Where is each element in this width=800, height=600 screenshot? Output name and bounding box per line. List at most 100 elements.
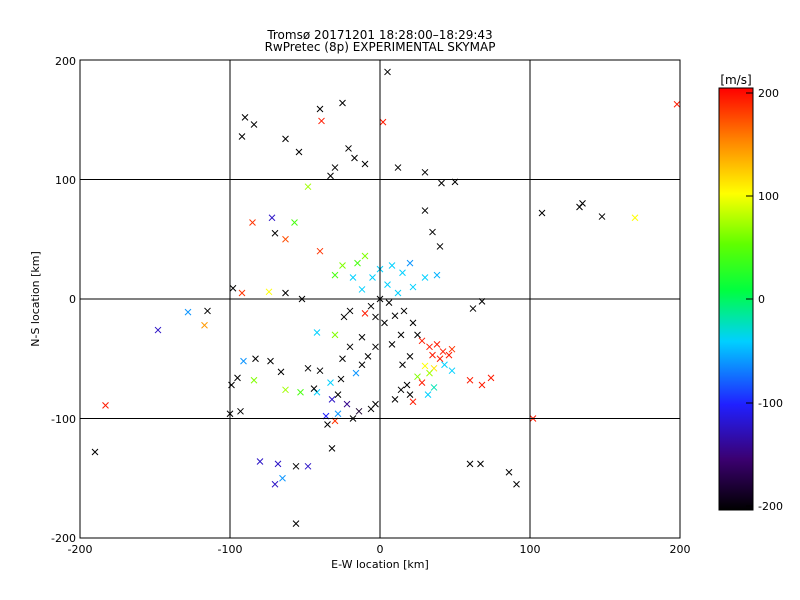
data-point [429, 351, 436, 359]
data-point [391, 396, 399, 403]
data-point [406, 259, 414, 267]
data-point [334, 410, 342, 418]
data-point [385, 299, 393, 306]
data-point [400, 307, 408, 315]
data-point [268, 214, 276, 222]
data-point [316, 367, 324, 375]
data-point [304, 462, 312, 470]
data-point [331, 331, 339, 339]
data-point [250, 376, 258, 384]
data-point [579, 200, 586, 207]
data-point [409, 319, 417, 327]
data-point [418, 337, 426, 345]
data-point [339, 262, 346, 269]
data-point [466, 376, 474, 384]
data-point [394, 164, 402, 171]
data-point [282, 135, 289, 143]
colorbar-tick-label: 100 [758, 190, 779, 203]
data-point [339, 355, 346, 363]
data-point [397, 331, 405, 339]
data-markers [91, 68, 681, 528]
data-point [388, 341, 396, 348]
data-point [282, 289, 289, 297]
data-point [184, 308, 192, 316]
data-point [421, 274, 429, 281]
data-point [426, 369, 433, 377]
data-point [513, 480, 520, 488]
data-point [327, 379, 334, 387]
data-point [369, 274, 376, 281]
data-point [340, 313, 348, 321]
y-tick-label: 0 [69, 293, 76, 306]
chart-title: Tromsø 20171201 18:28:00–18:29:43 [266, 28, 492, 42]
data-point [598, 213, 606, 220]
data-point [372, 313, 379, 321]
colorbar-tick-label: 0 [758, 293, 765, 306]
data-point [204, 307, 211, 315]
y-tick-label: 200 [55, 55, 76, 68]
data-point [469, 305, 477, 312]
data-point [361, 252, 369, 260]
data-point [372, 400, 379, 408]
data-point [234, 374, 241, 382]
y-tick-labels: -200 -100 0 100 200 [51, 55, 76, 545]
data-point [361, 160, 369, 168]
data-point [448, 345, 456, 353]
data-point [631, 214, 639, 222]
data-point [538, 209, 546, 217]
data-point [394, 289, 402, 297]
x-tick-label: 200 [670, 543, 691, 556]
data-point [324, 421, 331, 428]
x-tick-label: -100 [218, 543, 243, 556]
colorbar-label: [m/s] [720, 73, 751, 87]
data-point [445, 351, 453, 359]
data-point [358, 361, 366, 369]
data-point [673, 100, 681, 108]
data-point [433, 341, 441, 348]
data-point [466, 460, 474, 468]
y-tick-label: -200 [51, 532, 76, 545]
data-point [252, 355, 259, 363]
data-point [201, 321, 208, 329]
data-point [313, 329, 321, 336]
data-point [421, 362, 429, 370]
data-point [238, 133, 246, 140]
colorbar: [m/s] 200 100 0 -100 -200 [718, 73, 783, 513]
data-point [414, 331, 421, 339]
data-point [391, 312, 399, 320]
x-axis-label: E-W location [km] [331, 558, 429, 571]
data-point [337, 375, 345, 383]
data-point [414, 373, 421, 381]
data-point [154, 326, 162, 334]
colorbar-tick-label: -200 [758, 500, 783, 513]
data-point [477, 460, 484, 468]
data-point [438, 179, 445, 187]
data-point [448, 367, 456, 375]
data-point [433, 271, 441, 279]
x-tick-label: 100 [520, 543, 541, 556]
data-point [436, 355, 444, 363]
data-point [421, 207, 429, 214]
data-point [426, 343, 433, 351]
data-point [355, 407, 363, 415]
data-point [328, 396, 336, 403]
plot-frame [79, 59, 681, 539]
data-point [345, 145, 352, 152]
data-point [441, 361, 448, 369]
y-axis-label: N-S location [km] [29, 251, 42, 347]
data-point [399, 361, 406, 369]
data-point [349, 274, 357, 281]
data-point [292, 462, 300, 470]
data-point [361, 309, 369, 317]
data-point [274, 460, 282, 468]
data-point [372, 343, 379, 351]
data-point [228, 381, 235, 389]
data-point [351, 154, 358, 162]
data-point [429, 228, 436, 236]
data-point [291, 219, 298, 226]
data-point [364, 353, 372, 360]
data-point [367, 302, 375, 310]
data-point [379, 118, 387, 126]
data-point [292, 520, 300, 528]
data-point [381, 319, 388, 327]
